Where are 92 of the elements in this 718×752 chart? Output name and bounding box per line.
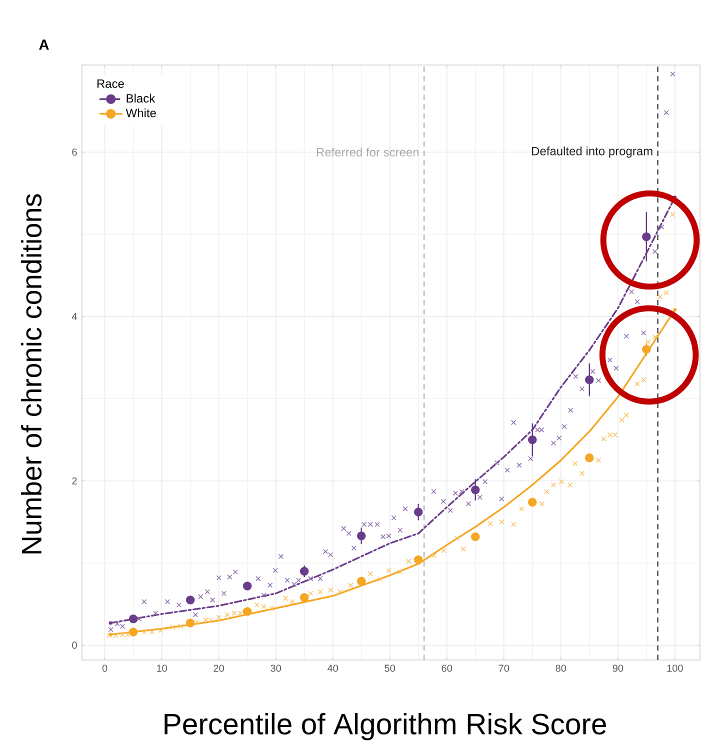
point xyxy=(601,436,606,442)
point xyxy=(368,571,374,576)
point xyxy=(398,569,403,575)
legend-title: Race xyxy=(97,80,124,88)
point xyxy=(634,381,640,386)
point xyxy=(261,604,266,610)
point xyxy=(454,536,460,541)
point xyxy=(518,506,524,512)
y-tick-label: 6 xyxy=(72,148,77,156)
x-axis-title: Percentile of Algorithm Risk Score xyxy=(164,712,606,740)
point xyxy=(318,589,323,594)
point xyxy=(356,576,366,586)
x-tick-label: 30 xyxy=(270,664,281,672)
point xyxy=(652,334,658,340)
point xyxy=(528,435,537,444)
point xyxy=(224,612,230,618)
point xyxy=(142,629,147,635)
point xyxy=(642,232,651,242)
point xyxy=(658,294,663,300)
point xyxy=(470,485,480,494)
point xyxy=(544,488,550,494)
point xyxy=(269,606,274,611)
point xyxy=(186,596,195,604)
point xyxy=(499,519,504,524)
point xyxy=(356,532,366,540)
point xyxy=(585,375,594,384)
y-tick-label: 0 xyxy=(72,642,77,649)
x-tick-label: 40 xyxy=(328,664,338,672)
x-tick-label: 90 xyxy=(612,664,624,672)
point xyxy=(440,548,446,554)
point xyxy=(348,582,354,588)
x-tick-label: 0 xyxy=(102,664,108,672)
point xyxy=(540,501,545,506)
point xyxy=(670,212,676,218)
point xyxy=(642,344,651,354)
point xyxy=(431,553,436,558)
point xyxy=(290,599,295,604)
point xyxy=(406,558,412,564)
point xyxy=(128,614,138,624)
point xyxy=(178,624,184,629)
point xyxy=(378,576,383,582)
point xyxy=(470,532,480,542)
y-tick-label: 4 xyxy=(72,313,77,320)
point xyxy=(386,568,392,573)
x-tick-label: 10 xyxy=(157,664,167,672)
point xyxy=(550,482,556,488)
point xyxy=(128,628,138,636)
point xyxy=(308,590,314,596)
point xyxy=(170,624,176,630)
ref-line-label: Referred for screen xyxy=(316,148,419,157)
x-tick-label: 100 xyxy=(667,664,683,672)
legend-label: White xyxy=(126,108,156,118)
ref-line-label: Defaulted into program xyxy=(532,146,652,158)
point xyxy=(282,596,288,601)
point xyxy=(528,498,537,507)
point xyxy=(646,339,651,345)
x-tick-label: 70 xyxy=(498,664,510,672)
x-tick-label: 80 xyxy=(556,664,566,672)
point xyxy=(585,453,594,462)
point xyxy=(414,508,423,516)
x-tick-label: 60 xyxy=(442,664,452,672)
point xyxy=(186,618,195,628)
y-tick-label: 2 xyxy=(72,477,77,484)
point xyxy=(414,555,423,564)
point xyxy=(338,589,343,594)
point xyxy=(216,614,222,620)
point xyxy=(567,482,573,488)
point xyxy=(150,629,155,635)
point xyxy=(300,566,309,576)
y-axis-title: Number of chronic conditions xyxy=(21,194,42,554)
point xyxy=(511,522,516,527)
point xyxy=(328,588,334,593)
point xyxy=(664,290,669,296)
point xyxy=(596,458,602,463)
legend-label: Black xyxy=(126,94,156,103)
x-tick-label: 50 xyxy=(384,664,396,672)
point xyxy=(194,620,200,625)
point xyxy=(579,470,585,476)
point xyxy=(488,521,493,526)
point xyxy=(242,607,252,616)
point xyxy=(300,593,309,602)
x-tick-label: 20 xyxy=(214,664,224,672)
point xyxy=(460,546,466,552)
text: A xyxy=(39,40,49,50)
point xyxy=(640,377,646,382)
point xyxy=(254,602,260,608)
point xyxy=(242,582,252,590)
point xyxy=(624,412,630,418)
point xyxy=(558,479,564,484)
point xyxy=(158,628,164,633)
point xyxy=(619,417,624,423)
point xyxy=(572,461,578,466)
